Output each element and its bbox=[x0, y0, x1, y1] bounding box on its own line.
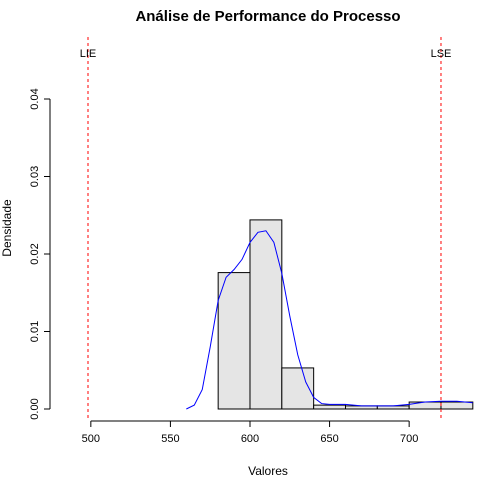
x-tick-label: 600 bbox=[241, 433, 259, 445]
x-tick-label: 650 bbox=[320, 433, 338, 445]
histogram-bar bbox=[281, 367, 315, 410]
histogram-bar bbox=[440, 401, 474, 410]
y-tick-label: 0.02 bbox=[29, 243, 41, 264]
y-tick-label: 0.00 bbox=[29, 398, 41, 419]
spec-limit-label: LSE bbox=[431, 48, 452, 60]
chart-title: Análise de Performance do Processo bbox=[135, 8, 400, 25]
y-tick-label: 0.01 bbox=[29, 321, 41, 342]
y-axis: 0.00 0.01 0.02 0.03 0.04 bbox=[29, 88, 51, 420]
bars-layer bbox=[217, 219, 474, 410]
x-axis-label: Valores bbox=[248, 464, 288, 478]
x-tick-label: 500 bbox=[82, 433, 100, 445]
histogram-bar bbox=[313, 404, 346, 410]
spec-limit-label: LIE bbox=[80, 48, 97, 60]
spec-limits-layer: LIE LSE bbox=[80, 37, 452, 421]
y-tick-label: 0.03 bbox=[29, 166, 41, 187]
histogram-bar bbox=[408, 401, 442, 410]
y-tick-label: 0.04 bbox=[29, 88, 41, 109]
y-axis-label: Densidade bbox=[0, 199, 14, 257]
density-curve bbox=[186, 230, 473, 410]
x-tick-label: 700 bbox=[400, 433, 418, 445]
density-curve-layer bbox=[186, 230, 473, 410]
histogram-bar bbox=[217, 272, 251, 410]
x-axis: 500 550 600 650 700 bbox=[82, 420, 418, 445]
histogram-bar bbox=[249, 219, 283, 410]
x-tick-label: 550 bbox=[161, 433, 179, 445]
